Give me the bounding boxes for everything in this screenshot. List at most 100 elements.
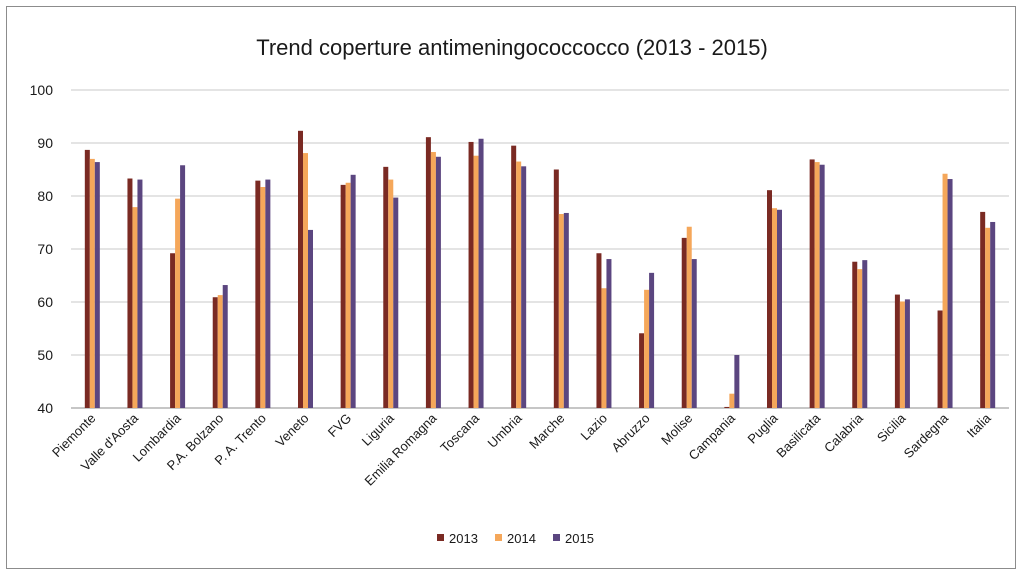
bar-2015-15 xyxy=(734,355,740,408)
bar-2014-9 xyxy=(473,155,479,408)
bar-2014-11 xyxy=(558,214,564,408)
bar-2014-5 xyxy=(303,153,308,408)
y-tick-label: 50 xyxy=(37,347,53,363)
bar-2015-9 xyxy=(478,138,484,408)
gridlines xyxy=(71,89,1009,409)
x-tick-label: FVG xyxy=(325,411,355,441)
legend-swatch-2014 xyxy=(495,534,502,541)
bar-2014-14 xyxy=(686,226,692,408)
bar-2013-1 xyxy=(127,178,133,408)
bar-2013-18 xyxy=(852,261,858,408)
y-axis-ticks: 40 50 60 70 80 90 100 xyxy=(30,82,54,416)
bar-2015-5 xyxy=(308,229,313,408)
bar-2013-3 xyxy=(212,297,218,408)
bar-2013-0 xyxy=(84,149,90,408)
bar-2015-20 xyxy=(947,179,953,408)
bar-2013-8 xyxy=(425,137,431,409)
bar-2014-18 xyxy=(857,269,863,408)
bar-2015-8 xyxy=(435,156,441,408)
bar-2015-16 xyxy=(777,209,782,408)
x-tick-label: Sardegna xyxy=(901,410,952,461)
x-tick-label: Liguria xyxy=(359,410,398,449)
chart-title: Trend coperture antimeningococcocco (201… xyxy=(256,35,768,60)
bar-2013-15 xyxy=(724,406,730,408)
bar-2013-6 xyxy=(340,184,346,408)
bar-2013-2 xyxy=(170,253,176,408)
bar-2013-17 xyxy=(809,159,815,408)
bar-2013-9 xyxy=(468,141,474,408)
bar-2013-14 xyxy=(681,237,687,408)
legend-label: 2014 xyxy=(507,531,536,546)
bar-2014-17 xyxy=(814,162,820,408)
bar-2015-4 xyxy=(265,179,271,408)
bar-2014-4 xyxy=(260,186,266,408)
bar-2013-10 xyxy=(511,145,517,408)
bar-2015-14 xyxy=(691,259,697,408)
x-tick-label: Veneto xyxy=(272,411,311,450)
legend-label: 2013 xyxy=(449,531,478,546)
bar-2015-12 xyxy=(606,259,612,408)
x-tick-label: Italia xyxy=(964,410,995,441)
bar-2014-13 xyxy=(644,289,650,408)
bar-2015-19 xyxy=(904,299,910,408)
y-tick-label: 80 xyxy=(37,188,53,204)
bars xyxy=(84,130,996,409)
bar-2013-5 xyxy=(298,130,303,408)
bar-2014-7 xyxy=(388,179,394,408)
x-tick-label: Basilicata xyxy=(773,410,823,460)
bar-2015-10 xyxy=(521,166,527,408)
bar-2014-21 xyxy=(985,227,991,408)
x-tick-label: Umbria xyxy=(485,410,526,451)
bar-2015-0 xyxy=(94,162,100,408)
bar-2015-3 xyxy=(222,285,228,408)
bar-2014-12 xyxy=(601,288,607,408)
x-tick-label: Sicilia xyxy=(874,410,909,445)
bar-2015-2 xyxy=(180,165,186,408)
bar-2014-10 xyxy=(516,161,522,408)
chart-svg: Trend coperture antimeningococcocco (201… xyxy=(30,35,1009,546)
bar-2013-16 xyxy=(767,190,772,408)
y-tick-label: 70 xyxy=(37,241,53,257)
bar-2013-19 xyxy=(894,294,900,408)
bar-2013-20 xyxy=(937,310,943,408)
x-tick-label: Marche xyxy=(526,411,567,452)
bar-2014-2 xyxy=(175,198,181,408)
x-tick-label: Emilia Romagna xyxy=(361,410,440,489)
x-tick-label: Molise xyxy=(658,411,695,448)
x-tick-label: Puglia xyxy=(744,410,781,447)
bar-2014-1 xyxy=(132,207,138,408)
bar-2013-7 xyxy=(383,166,389,408)
bar-2015-21 xyxy=(990,221,996,408)
bar-2013-11 xyxy=(553,169,559,408)
y-tick-label: 60 xyxy=(37,294,53,310)
bar-2014-3 xyxy=(217,295,223,408)
bar-2014-15 xyxy=(729,393,735,408)
bar-2013-4 xyxy=(255,180,261,408)
bar-2015-13 xyxy=(649,272,655,408)
bar-2015-7 xyxy=(393,197,399,408)
bar-2013-12 xyxy=(596,253,602,408)
bar-2013-21 xyxy=(980,211,986,408)
y-tick-label: 90 xyxy=(37,135,53,151)
legend-label: 2015 xyxy=(565,531,594,546)
legend-swatch-2013 xyxy=(437,534,444,541)
bar-2014-16 xyxy=(772,208,777,408)
x-tick-label: Calabria xyxy=(821,410,866,455)
bar-2014-19 xyxy=(899,301,905,408)
legend-swatch-2015 xyxy=(553,534,560,541)
bar-2015-17 xyxy=(819,164,825,408)
bar-2014-6 xyxy=(345,182,351,408)
bar-2015-1 xyxy=(137,179,143,408)
bar-2013-13 xyxy=(639,333,645,408)
x-tick-label: Lazio xyxy=(577,411,610,444)
bar-2015-6 xyxy=(350,174,356,408)
chart-frame: Trend coperture antimeningococcocco (201… xyxy=(6,6,1016,569)
bar-2014-8 xyxy=(430,152,436,408)
x-tick-label: Toscana xyxy=(437,410,482,455)
bar-2014-0 xyxy=(89,158,95,408)
bar-2014-20 xyxy=(942,173,948,408)
y-tick-label: 100 xyxy=(30,82,54,98)
y-tick-label: 40 xyxy=(37,400,53,416)
x-tick-label: Campania xyxy=(685,410,738,463)
